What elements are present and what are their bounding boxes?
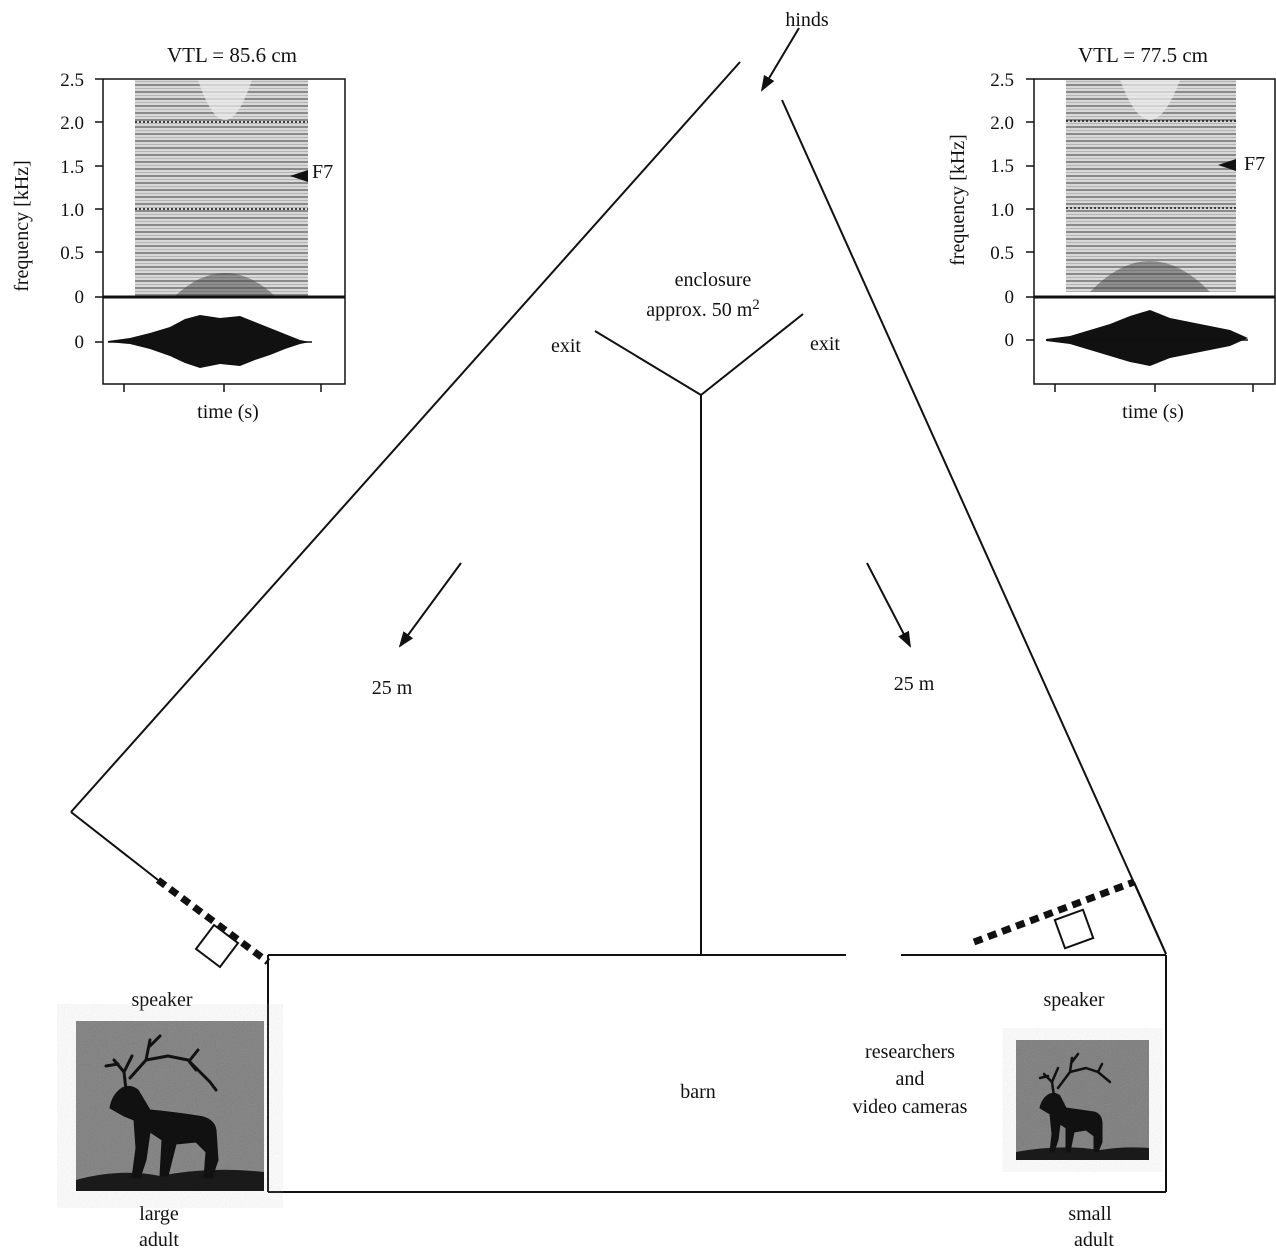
stag-photo-large xyxy=(76,1021,264,1191)
video-cameras-label: video cameras xyxy=(853,1096,968,1118)
ytick-left-1.5: 1.5 xyxy=(60,157,84,178)
exit-left-label: exit xyxy=(551,335,581,357)
enclosure-area-label: approx. 50 m2 xyxy=(646,297,760,321)
wave-tick-left: 0 xyxy=(75,332,85,353)
f7-label-right: F7 xyxy=(1244,153,1265,175)
adult-left-label: adult xyxy=(139,1229,179,1251)
opening-right xyxy=(972,878,1136,946)
adult-right-label: adult xyxy=(1074,1229,1114,1251)
distance-left-label: 25 m xyxy=(372,677,413,699)
hinds-label: hinds xyxy=(785,9,829,31)
vtl-title-left: VTL = 85.6 cm xyxy=(167,43,297,67)
ytick-right-0.5: 0.5 xyxy=(990,243,1014,264)
ytick-right-1.0: 1.0 xyxy=(990,200,1014,221)
waveform-right xyxy=(1046,310,1248,366)
spectrogram-panel-right: VTL = 77.5 cm frequency [kHz] F7 2.5 2.0… xyxy=(947,43,1276,423)
ytick-left-1.0: 1.0 xyxy=(60,200,84,221)
speaker-left-box xyxy=(194,923,240,969)
xlabel-left: time (s) xyxy=(197,401,259,423)
large-label: large xyxy=(139,1203,179,1225)
distance-arrow-right xyxy=(866,562,911,648)
hinds-arrow xyxy=(760,27,800,92)
researchers-label: researchers xyxy=(865,1041,955,1063)
distance-arrow-left xyxy=(398,562,462,648)
ylabel-right: frequency [kHz] xyxy=(947,134,969,266)
researchers-and-label: and xyxy=(896,1068,925,1090)
ytick-left-0.5: 0.5 xyxy=(60,243,84,264)
area-superscript: 2 xyxy=(752,297,760,313)
xlabel-right: time (s) xyxy=(1122,401,1184,423)
enclosure-label: enclosure xyxy=(675,269,752,291)
distance-right-label: 25 m xyxy=(894,673,935,695)
f7-arrow-left xyxy=(290,170,308,182)
enclosure-outline xyxy=(70,61,1167,955)
barn-label: barn xyxy=(680,1081,716,1103)
ytick-right-2.0: 2.0 xyxy=(990,113,1014,134)
opening-left xyxy=(155,877,271,965)
small-label: small xyxy=(1068,1203,1112,1225)
barn xyxy=(267,954,1167,1193)
f7-arrow-right xyxy=(1218,159,1236,171)
ytick-left-0: 0 xyxy=(75,287,85,308)
vtl-title-right: VTL = 77.5 cm xyxy=(1078,43,1208,67)
speaker-right-box xyxy=(1053,908,1095,950)
speaker-left-label: speaker xyxy=(131,989,192,1011)
f7-label-left: F7 xyxy=(312,161,333,183)
spectrogram-panel-left: VTL = 85.6 cm frequency [kHz] F7 2.5 2.0… xyxy=(11,43,346,423)
divider-fence xyxy=(594,313,804,955)
ytick-left-2.5: 2.5 xyxy=(60,70,84,91)
ylabel-left: frequency [kHz] xyxy=(11,160,33,292)
speaker-right-label: speaker xyxy=(1043,989,1104,1011)
wave-tick-right: 0 xyxy=(1005,330,1015,351)
ytick-right-0: 0 xyxy=(1005,287,1015,308)
ytick-right-1.5: 1.5 xyxy=(990,156,1014,177)
ytick-left-2.0: 2.0 xyxy=(60,113,84,134)
ytick-right-2.5: 2.5 xyxy=(990,70,1014,91)
exit-right-label: exit xyxy=(810,333,840,355)
stag-photo-small xyxy=(1016,1040,1149,1160)
